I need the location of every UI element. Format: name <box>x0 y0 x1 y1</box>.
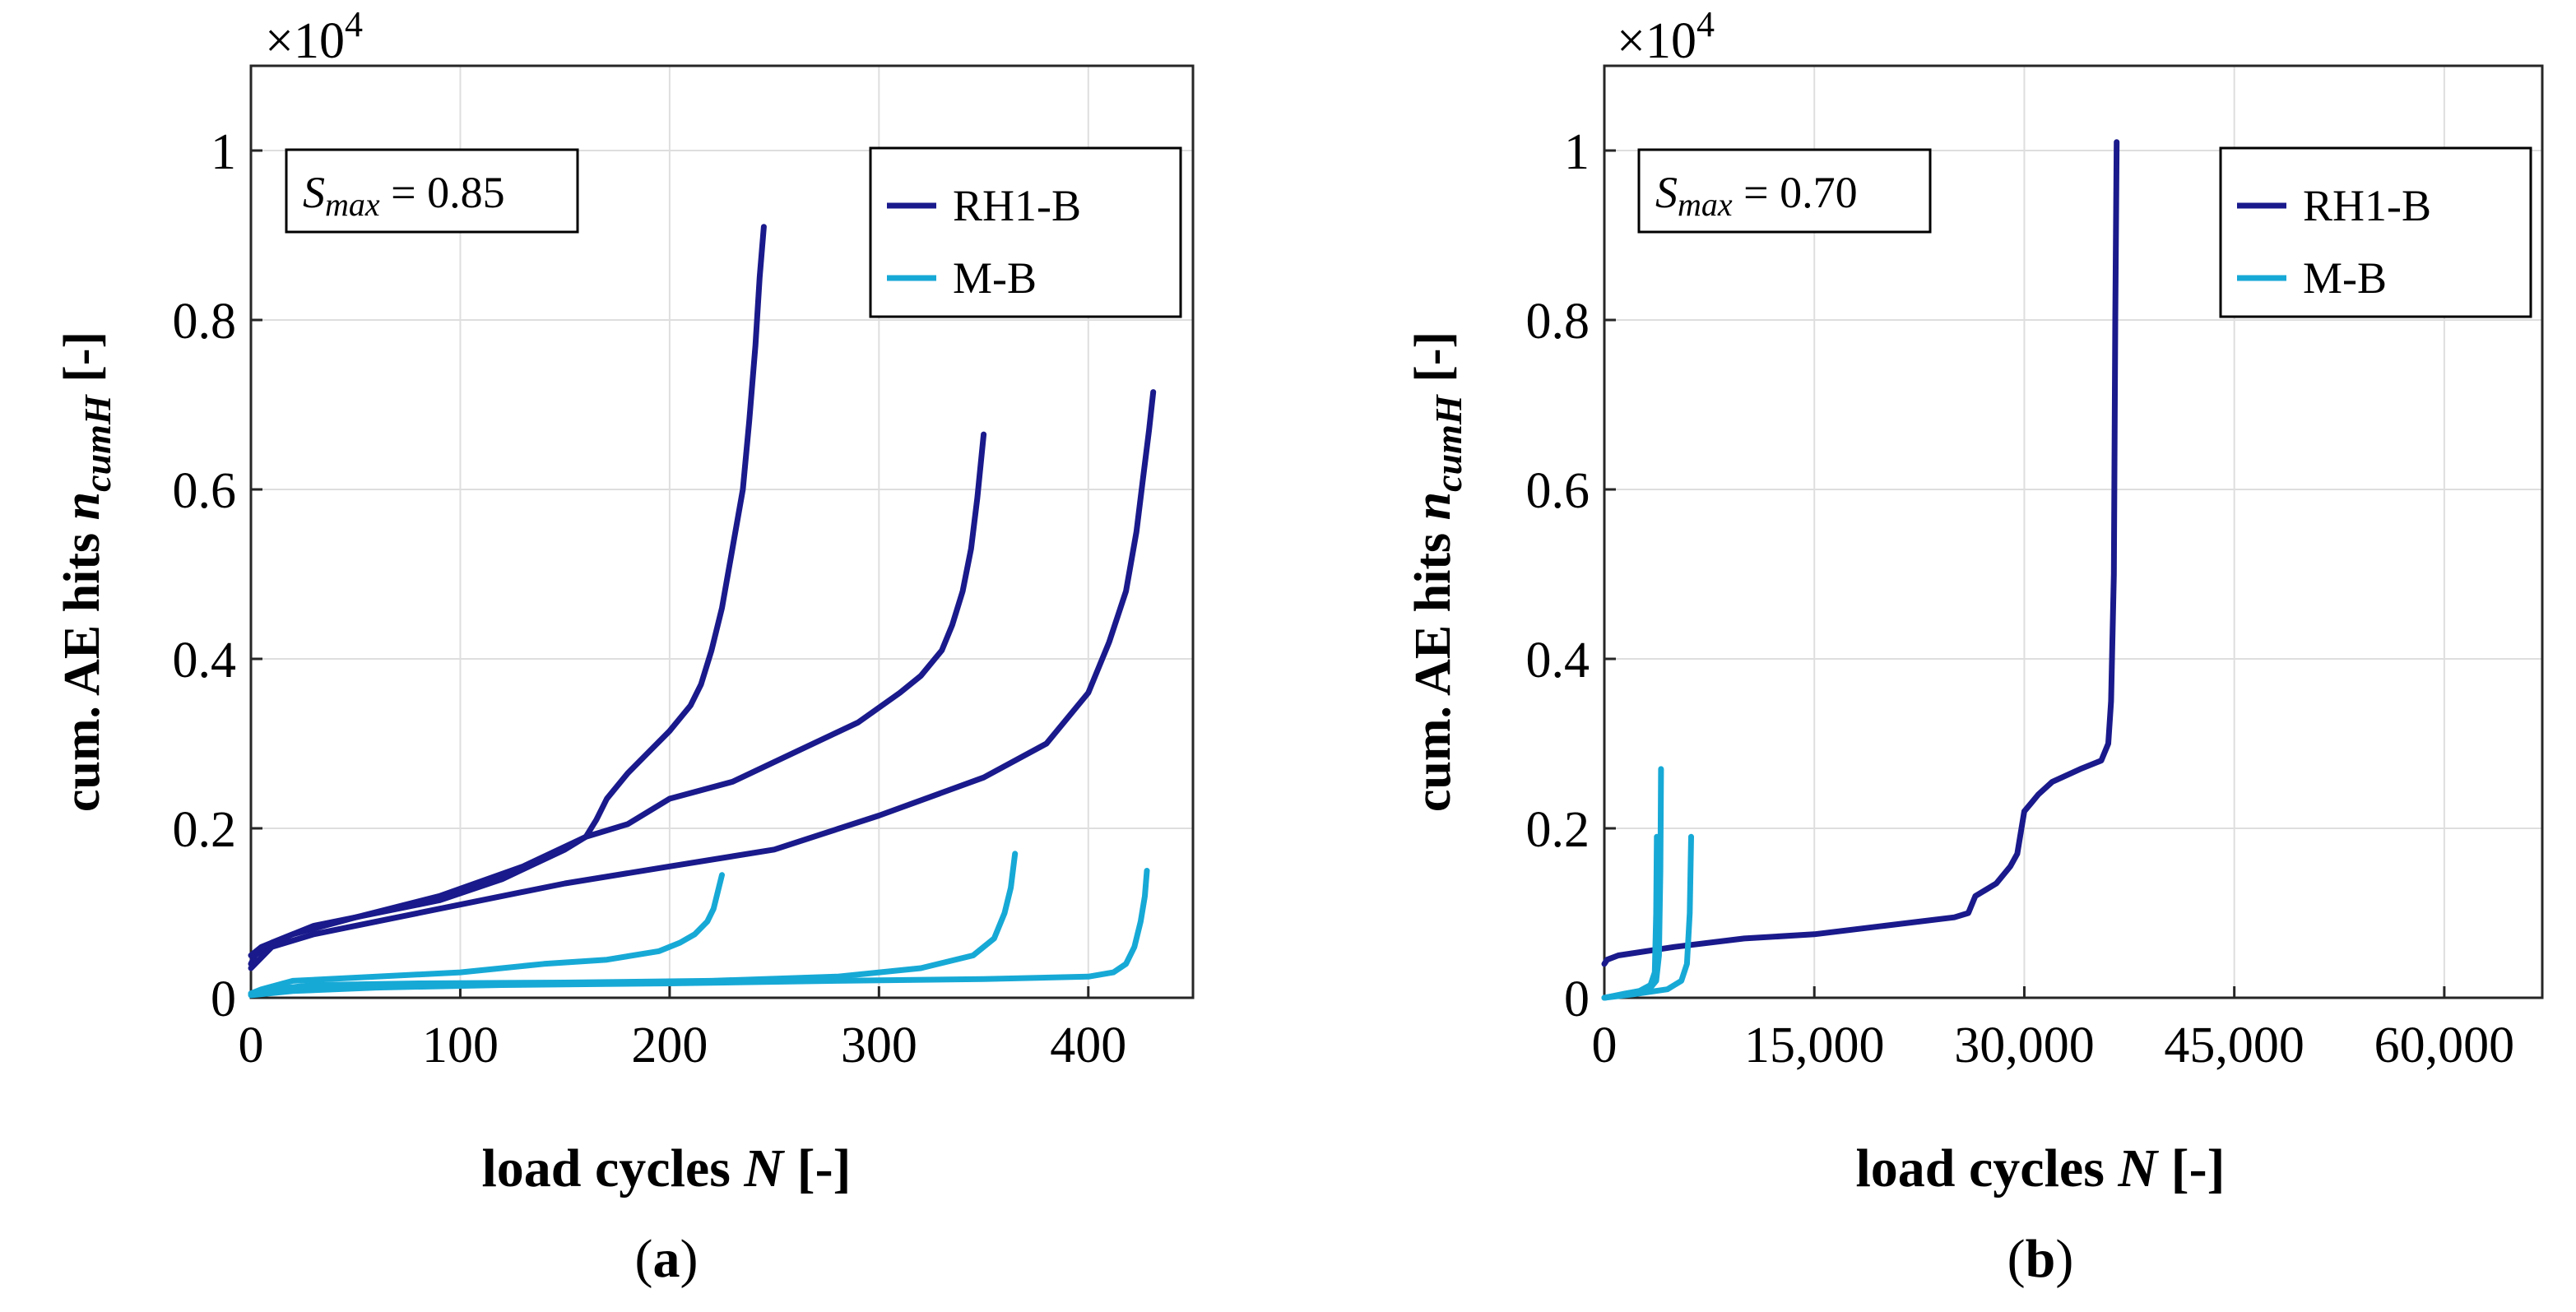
legend-box-b <box>2219 146 2532 318</box>
series-line-b-m-b-1 <box>1601 833 1660 1001</box>
legend-a: RH1-B M-B <box>869 146 1182 318</box>
legend-b: RH1-B M-B <box>2219 146 2532 318</box>
y-tick-label-b: 0.4 <box>1526 633 1590 688</box>
legend-label-a-0: RH1-B <box>953 181 1081 230</box>
chart-panel-a: 0 100 200 300 400 0 0.2 0.4 0.6 0.8 1 ×104 Smax = … <box>54 4 1195 1289</box>
x-tick-label-a: 400 <box>1050 1018 1126 1073</box>
y-tick-label-a: 0.4 <box>173 633 237 688</box>
y-tick-label-b: 0.8 <box>1526 294 1590 350</box>
x-tick-label-a: 0 <box>239 1018 264 1073</box>
y-multiplier-b: ×104 <box>1617 4 1715 69</box>
y-tick-label-b: 1 <box>1564 124 1590 180</box>
annotation-box-b: Smax = 0.70 <box>1637 148 1932 234</box>
data-lines-b <box>1601 139 2120 1001</box>
chart-panel-b: 0 15,000 30,000 45,000 60,00000.20.40.60.81 … <box>1405 4 2544 1289</box>
x-tick-label-b: 0 <box>1592 1018 1618 1073</box>
y-tick-label-a: 0.6 <box>173 463 237 519</box>
x-tick-label-b: 60,000 <box>2374 1018 2515 1073</box>
series-line-a-m-b-3 <box>248 872 725 997</box>
y-axis-label-a: cum. AE hits ncumH [-] <box>54 331 118 812</box>
y-tick-label-a: 1 <box>211 124 236 180</box>
panel-label-a: (a) <box>635 1229 699 1289</box>
legend-label-a-1: M-B <box>953 253 1037 303</box>
x-tick-label-a: 300 <box>841 1018 917 1073</box>
plot-area-b <box>1603 64 2544 999</box>
x-axis-label-a: load cycles N [-] <box>481 1138 851 1198</box>
legend-label-b-0: RH1-B <box>2303 181 2431 230</box>
x-axis-label-b: load cycles N [-] <box>1855 1138 2225 1198</box>
y-tick-label-b: 0 <box>1564 971 1590 1027</box>
series-line-a-m-b-5 <box>248 868 1150 999</box>
y-tick-label-a: 0 <box>211 971 236 1027</box>
x-tick-label-a: 100 <box>422 1018 499 1073</box>
annotation-box-a: Smax = 0.85 <box>285 148 579 234</box>
series-line-a-rh1-b-0 <box>248 224 767 967</box>
series-line-b-m-b-3 <box>1601 833 1694 1001</box>
legend-label-b-1: M-B <box>2303 253 2387 303</box>
axis-ticks-a: 0 100 200 300 400 0 0.2 0.4 0.6 0.8 1 <box>173 124 1127 1073</box>
legend-box-a <box>869 146 1182 318</box>
series-line-a-m-b-4 <box>248 851 1019 997</box>
x-tick-label-a: 200 <box>631 1018 708 1073</box>
x-tick-label-b: 45,000 <box>2164 1018 2304 1073</box>
svg-text:Smax = 0.85: Smax = 0.85 <box>303 168 505 223</box>
y-tick-label-b: 0.2 <box>1526 802 1590 858</box>
x-tick-label-b: 30,000 <box>1954 1018 2095 1073</box>
plot-area-a <box>249 64 1195 999</box>
x-tick-label-b: 15,000 <box>1744 1018 1885 1073</box>
panel-label-b: (b) <box>2007 1229 2074 1289</box>
y-multiplier-a: ×104 <box>265 4 363 69</box>
svg-text:Smax = 0.70: Smax = 0.70 <box>1655 168 1858 223</box>
y-tick-label-b: 0.6 <box>1526 463 1590 519</box>
y-tick-label-a: 0.8 <box>173 294 237 350</box>
y-tick-label-a: 0.2 <box>173 802 237 858</box>
series-line-b-rh1-b-0 <box>1601 139 2120 967</box>
data-lines-a <box>248 224 1157 999</box>
series-line-a-rh1-b-2 <box>248 389 1157 971</box>
axis-ticks-b: 0 15,000 30,000 45,000 60,000 0 0.2 0.4 0.6 0.8 1 <box>1526 124 2515 1073</box>
series-line-a-rh1-b-1 <box>248 431 987 958</box>
y-axis-label-b: cum. AE hits ncumH [-] <box>1405 331 1469 812</box>
